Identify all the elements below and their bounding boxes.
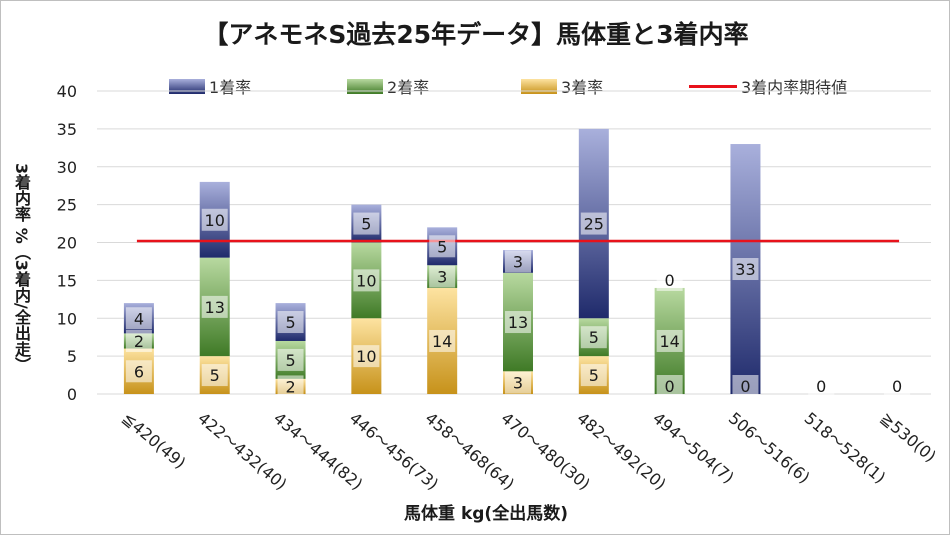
x-axis-label: 馬体重 kg(全出馬数): [404, 504, 568, 524]
data-label-win-2: 5: [285, 313, 295, 332]
data-label-bg: [277, 375, 304, 398]
legend-swatch-win: [169, 78, 205, 94]
data-label-bg: [201, 364, 228, 387]
x-tick-label: 518～528(1): [801, 409, 890, 488]
data-label-bg: [277, 311, 304, 334]
legend-swatch-third: [521, 78, 557, 94]
data-label-bg: [808, 375, 835, 397]
data-label-third-3: 10: [356, 347, 376, 366]
data-label-bg: [580, 364, 607, 387]
data-label-bg: [125, 329, 152, 352]
data-label-third-1: 5: [210, 366, 220, 385]
data-label-bg: [505, 311, 531, 334]
data-label-bg: [353, 269, 380, 292]
data-label-second-6: 5: [589, 328, 599, 347]
data-label-third-0: 6: [134, 362, 144, 381]
chart-title: 【アネモネS過去25年データ】馬体重と3着内率: [203, 20, 749, 49]
data-label-bg: [277, 348, 304, 371]
x-tick-label: ≧530(0): [877, 409, 940, 466]
data-label-bg: [505, 371, 531, 394]
data-label-bg: [656, 329, 683, 352]
data-label-second-7: 14: [659, 332, 679, 351]
data-label-win-3: 5: [361, 215, 371, 234]
data-label-second-5: 13: [508, 313, 528, 332]
legend-item-expected: 3着内率期待値: [689, 74, 847, 98]
legend: 1着率 2着率 3着率 3着内率期待値: [169, 74, 889, 98]
data-label-third-8: 0: [740, 377, 750, 396]
data-label-win-6: 25: [584, 215, 604, 234]
data-label-second-0: 2: [134, 332, 144, 351]
data-label-bg: [580, 212, 607, 235]
data-label-second-2: 5: [285, 351, 295, 370]
legend-swatch-second: [347, 78, 383, 94]
data-label-third-10: 0: [892, 377, 902, 396]
data-label-bg: [732, 375, 759, 397]
data-label-third-9: 0: [816, 377, 826, 396]
y-tick-label: 10: [57, 309, 77, 328]
data-label-bg: [580, 326, 607, 349]
y-tick-label: 40: [57, 82, 77, 101]
data-label-third-7: 0: [665, 377, 675, 396]
legend-label-expected: 3着内率期待値: [741, 78, 848, 97]
data-label-win-4: 5: [437, 237, 447, 256]
data-label-bg: [353, 212, 380, 235]
legend-label-second: 2着率: [387, 78, 430, 97]
data-label-third-5: 3: [513, 374, 523, 393]
data-label-bg: [125, 307, 152, 330]
data-label-second-1: 13: [205, 298, 225, 317]
data-label-bg: [125, 360, 152, 383]
legend-line-expected: [689, 84, 737, 88]
x-tick-label: ≦420(49): [118, 409, 189, 473]
y-tick-label: 25: [57, 196, 77, 215]
data-label-third-6: 5: [589, 366, 599, 385]
data-label-bg: [429, 265, 456, 288]
data-label-win-5: 3: [513, 252, 523, 271]
data-label-win-1: 10: [205, 211, 225, 230]
legend-label-win: 1着率: [209, 78, 252, 97]
y-tick-label: 15: [57, 271, 77, 290]
data-label-win-0: 4: [134, 309, 144, 328]
data-label-second-4: 3: [437, 268, 447, 287]
data-label-bg: [201, 295, 228, 318]
y-tick-label: 30: [57, 158, 77, 177]
data-label-bg: [201, 208, 228, 231]
legend-item-second: 2着率: [347, 74, 429, 98]
y-tick-label: 35: [57, 120, 77, 139]
data-label-third-2: 2: [285, 377, 295, 396]
data-label-second-3: 10: [356, 271, 376, 290]
legend-item-win: 1着率: [169, 74, 251, 98]
data-label-third-4: 14: [432, 332, 452, 351]
data-label-bg: [656, 268, 683, 291]
data-label-bg: [656, 375, 683, 397]
legend-item-third: 3着率: [521, 74, 603, 98]
x-tick-label: 506～516(6): [725, 409, 814, 488]
y-axis-label: 3着内率 %（3着内/全出走）: [12, 163, 31, 373]
data-label-bg: [353, 345, 380, 368]
legend-label-third: 3着率: [561, 78, 604, 97]
data-label-bg: [732, 258, 759, 281]
data-label-bg: [505, 250, 531, 273]
y-tick-label: 5: [67, 347, 77, 366]
data-label-bg: [429, 235, 456, 258]
y-tick-label: 0: [67, 385, 77, 404]
data-label-win-8: 33: [735, 260, 755, 279]
data-label-bg: [429, 329, 456, 352]
y-tick-label: 20: [57, 234, 77, 253]
data-label-win-7: 0: [665, 271, 675, 290]
data-label-bg: [884, 375, 911, 397]
